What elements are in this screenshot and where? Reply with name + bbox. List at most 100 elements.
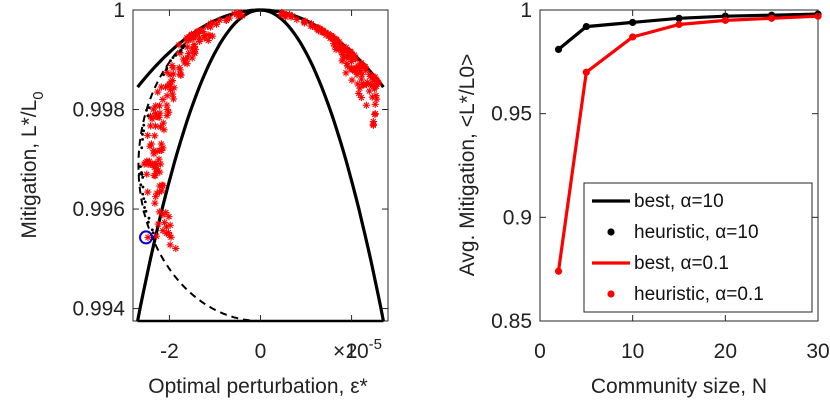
scatter-dot-point [171,56,175,60]
scatter-star-point [337,43,345,51]
scatter-dot-point [183,44,186,48]
left-y-tick-label: 0.996 [72,198,125,221]
left-x-tick-labels: -2 0 2 [160,340,357,363]
scatter-star-point [216,16,224,24]
legend-box [583,182,813,313]
scatter-dot-point [142,210,146,214]
left-chart: -2 0 2 0.994 0.996 0.998 1 ×10-5 Optimal pert… [18,0,389,398]
series-marker-3 [721,16,729,24]
left-x-tick-label: 2 [346,340,358,363]
scatter-star-point [185,50,193,58]
scatter-star-point [154,88,162,96]
left-y-tick-labels: 0.994 0.996 0.998 1 [72,0,125,321]
right-y-axis-label: Avg. Mitigation, <L*/L0> [456,54,479,277]
right-x-tick-label: 0 [534,340,546,363]
scatter-dot-point [139,183,143,187]
scatter-star-point [145,157,153,165]
series-marker-3 [768,14,776,22]
scatter-star-point [175,41,183,49]
scatter-star-point [369,120,377,128]
right-y-tick-labels: 0.85 0.9 0.95 1 [491,0,532,333]
right-y-tick-label: 1 [520,0,532,22]
series-marker-3 [675,20,683,29]
scatter-star-point [165,108,173,116]
scatter-dot-point [143,200,147,204]
scatter-star-point [144,233,152,242]
scatter-dot-point [143,206,146,209]
scatter-dot-point [165,68,168,71]
right-ticks [539,9,819,322]
right-x-tick-label: 10 [621,340,644,363]
scatter-star-point [144,188,152,196]
scatter-star-point [154,220,162,228]
scatter-star-point [343,62,352,70]
scatter-dot-point [141,137,144,141]
scatter-star-point [344,50,352,59]
scatter-star-point [157,123,165,131]
series-marker-3 [629,33,637,41]
series-marker-1 [675,14,683,22]
scatter-star-point [370,74,378,82]
right-chart: 0 10 20 30 0.85 0.9 0.95 1 Community size, N A… [456,0,830,398]
scatter-star-point [332,45,340,54]
scatter-star-point [293,15,301,24]
scatter-dot-point [147,106,151,110]
scatter-star-point [153,167,161,176]
scatter-star-point [155,155,163,163]
left-x-tick-label: 0 [255,340,267,363]
scatter-star-point [162,208,170,217]
scatter-star-point [140,160,148,168]
scatter-star-point [152,113,160,121]
scatter-star-point [193,28,201,36]
scatter-dot-point [146,220,150,224]
scatter-dot-point [178,50,182,53]
left-y-tick-label: 0.998 [72,99,125,122]
scatter-star-point [151,122,160,130]
scatter-star-point [373,95,381,103]
scatter-star-point [172,244,180,253]
right-x-axis-label: Community size, N [591,375,767,398]
scatter-star-point [348,65,356,74]
legend-marker-swatch [607,228,615,236]
scatter-star-point [176,66,184,74]
scatter-dot-point [169,59,172,63]
legend-entry-label: best, α=10 [634,191,724,212]
scatter-star-point [371,110,379,118]
left-y-tick-label: 0.994 [72,298,125,321]
scatter-star-point [166,241,174,249]
scatter-star-point [327,32,335,41]
legend-entry-label: best, α=0.1 [634,253,729,274]
series-marker-1 [582,22,590,31]
scatter-star-point [183,54,192,62]
right-x-tick-label: 20 [714,340,737,363]
scatter-star-point [150,147,158,155]
scatter-star-point [342,69,350,77]
scatter-star-point [365,87,373,95]
scatter-star-point [357,75,366,83]
scatter-star-point [153,189,161,197]
scatter-star-point [204,31,212,39]
scatter-star-point [149,105,158,113]
series-marker-3 [582,68,590,76]
series-marker-1 [629,18,637,27]
legend: best, α=10 heuristic, α=10 best, α=0.1 heur… [583,182,813,313]
scatter-star-point [357,93,365,102]
left-ticks [133,9,388,321]
scatter-dot-point [141,192,145,196]
scatter-star-point [372,82,380,90]
scatter-star-point [143,170,151,178]
scatter-star-point [177,71,185,79]
scatter-dot-point [181,45,184,49]
scatter-star-point [165,213,173,221]
scatter-dot-point [142,123,146,127]
right-x-tick-label: 30 [806,340,829,363]
left-scatter-points [138,8,383,253]
scatter-star-point [161,83,170,91]
scatter-dot-point [139,165,142,169]
scatter-star-point [155,208,163,216]
scatter-dot-point [146,114,150,118]
left-x-axis-label: Optimal perturbation, ε* [148,375,367,398]
scatter-dot-point [145,108,148,112]
right-x-tick-labels: 0 10 20 30 [534,340,830,363]
